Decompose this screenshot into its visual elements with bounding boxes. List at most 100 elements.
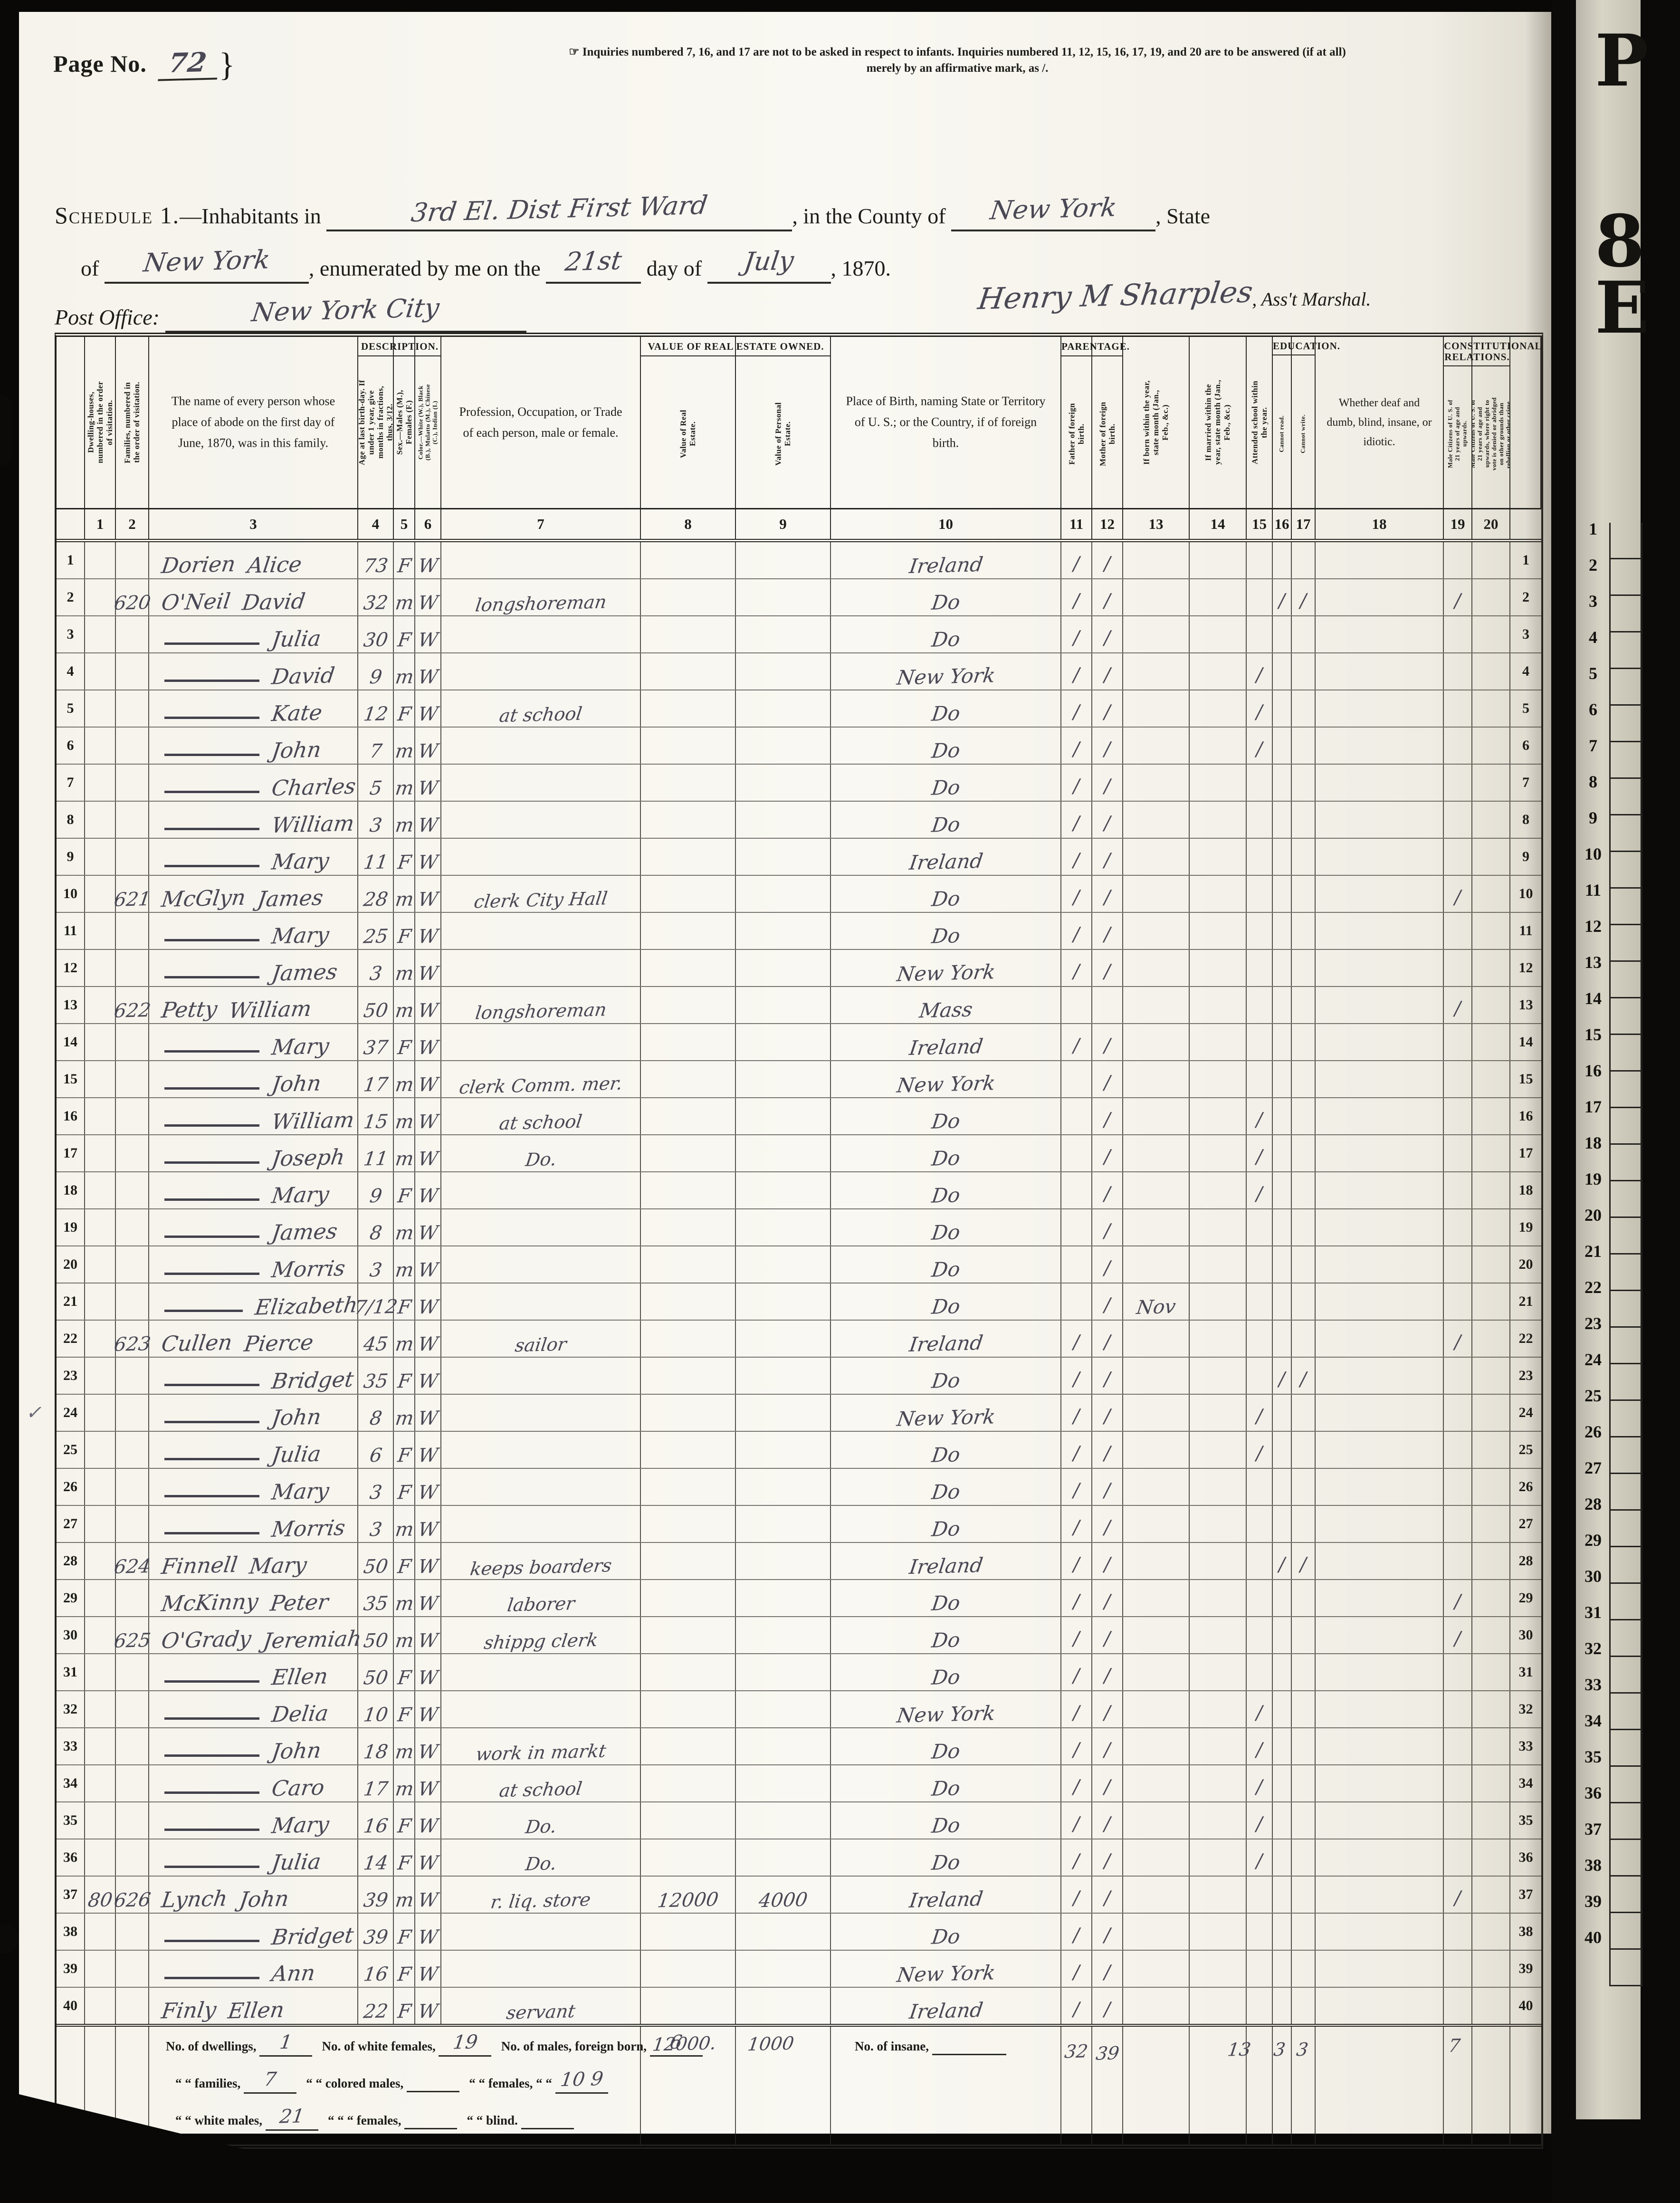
birthplace: Do bbox=[930, 1294, 962, 1319]
citizen-mark: / bbox=[1454, 887, 1461, 909]
table-row: 27 Morris 3 m W Do / / 27 bbox=[57, 1506, 1541, 1543]
row-number-left: 27 bbox=[57, 1506, 85, 1542]
mother-foreign-mark: / bbox=[1104, 850, 1111, 872]
table-row: 20 Morris 3 m W Do / 20 bbox=[57, 1246, 1541, 1283]
row-number-right: 38 bbox=[1518, 1924, 1533, 1939]
deaf-dumb-blind bbox=[1379, 1094, 1380, 1097]
col5-header: Sex.—Males (M.), Females (F.) bbox=[394, 390, 413, 455]
color: W bbox=[417, 814, 439, 837]
deaf-dumb-blind bbox=[1379, 983, 1380, 986]
colnum-5: 5 bbox=[394, 509, 415, 539]
birthplace: Do bbox=[930, 776, 962, 800]
deaf-dumb-blind bbox=[1379, 835, 1380, 838]
adjacent-row-number: 34 bbox=[1585, 1711, 1602, 1730]
occupation: Do. bbox=[524, 1816, 558, 1838]
row-number-left: 39 bbox=[57, 1951, 85, 1987]
father-foreign-mark: / bbox=[1073, 1554, 1080, 1576]
age: 50 bbox=[362, 1555, 390, 1578]
family-number bbox=[132, 1836, 133, 1839]
row-number-right: 9 bbox=[1522, 849, 1529, 864]
adjacent-row-number: 4 bbox=[1589, 628, 1597, 647]
row-number-left: 29 bbox=[57, 1580, 85, 1616]
ditto-dash bbox=[164, 717, 259, 719]
table-row: 22 623 Cullen Pierce 45 m W sailor Irela… bbox=[57, 1321, 1541, 1358]
name-cell: Elizabeth bbox=[149, 1283, 359, 1320]
colnum-6: 6 bbox=[415, 509, 441, 539]
group-description: DESCRIPTION. bbox=[358, 341, 441, 356]
color: W bbox=[417, 962, 439, 985]
color: W bbox=[417, 1778, 439, 1801]
post-office-value: New York City bbox=[250, 292, 441, 328]
surname: McGlyn bbox=[160, 884, 248, 912]
birthplace: Ireland bbox=[907, 552, 984, 578]
table-row: 12 James 3 m W New York / / 12 bbox=[57, 950, 1541, 987]
family-number bbox=[132, 1317, 133, 1320]
females-foreign-label: “ “ females, “ “ bbox=[469, 2076, 552, 2090]
color: W bbox=[417, 555, 439, 577]
mother-foreign-mark: / bbox=[1104, 1035, 1111, 1057]
name-cell: O'Neil David bbox=[149, 579, 358, 615]
ditto-dash bbox=[164, 642, 259, 645]
father-foreign-mark: / bbox=[1073, 1406, 1080, 1427]
table-row: 1 Dorien Alice 73 F W Ireland / / 1 bbox=[57, 542, 1541, 579]
name-cell: John bbox=[149, 1061, 358, 1097]
birthplace: Do bbox=[930, 887, 962, 911]
deaf-dumb-blind bbox=[1379, 1873, 1380, 1876]
males-foreign-label: No. of males, foreign born, bbox=[501, 2039, 647, 2053]
age: 28 bbox=[362, 888, 390, 911]
sex: m bbox=[393, 1148, 415, 1170]
birthplace: Ireland bbox=[907, 849, 984, 875]
father-foreign-mark: / bbox=[1073, 1665, 1080, 1687]
ditto-dash bbox=[164, 1717, 259, 1720]
table-row: 19 James 8 m W Do / 19 bbox=[57, 1209, 1541, 1246]
given-name: Alice bbox=[246, 551, 303, 578]
attended-school-mark: / bbox=[1256, 1146, 1263, 1168]
col12-header: Mother of foreign birth. bbox=[1098, 402, 1117, 466]
row-number-right: 26 bbox=[1518, 1479, 1533, 1494]
deaf-dumb-blind bbox=[1379, 1502, 1380, 1505]
row-number-left: 36 bbox=[57, 1839, 85, 1876]
table-row: 10 621 McGlyn James 28 m W clerk City Ha… bbox=[57, 876, 1541, 913]
given-name: William bbox=[270, 1107, 356, 1135]
adjacent-row-number: 5 bbox=[1589, 664, 1597, 683]
family-number bbox=[132, 1539, 133, 1542]
given-name: William bbox=[228, 996, 314, 1024]
color: W bbox=[417, 1444, 439, 1467]
occupation: r. liq. store bbox=[489, 1889, 592, 1913]
deaf-dumb-blind bbox=[1379, 687, 1380, 690]
color: W bbox=[417, 925, 439, 948]
brace: } bbox=[219, 47, 236, 83]
col13-header: If born within the year, state month (Ja… bbox=[1142, 380, 1170, 465]
color: W bbox=[417, 1407, 439, 1430]
row-number-left: 6 bbox=[57, 728, 85, 764]
row-number-right: 32 bbox=[1518, 1701, 1533, 1717]
dwellings-total: 1 bbox=[278, 2031, 294, 2054]
birthplace: New York bbox=[895, 1071, 997, 1097]
family-number bbox=[132, 983, 133, 986]
scan-blot bbox=[0, 394, 12, 466]
row-number-left: 22 bbox=[57, 1321, 85, 1357]
row-number-right: 40 bbox=[1518, 1998, 1533, 2013]
birthplace: Do bbox=[930, 1146, 962, 1170]
row-number-left: 23 bbox=[57, 1358, 85, 1394]
father-foreign-mark: / bbox=[1073, 813, 1080, 834]
row-number-left: 31 bbox=[57, 1654, 85, 1690]
margin-check-mark: ✓ bbox=[26, 1402, 42, 1424]
occupation: longshoreman bbox=[474, 999, 608, 1024]
sex: F bbox=[396, 1185, 412, 1207]
district-blank: 3rd El. Dist First Ward bbox=[326, 190, 792, 231]
deaf-dumb-blind bbox=[1379, 1613, 1380, 1616]
color: W bbox=[417, 1333, 439, 1356]
day-value: 21st bbox=[563, 245, 624, 277]
occupation: servant bbox=[505, 2001, 577, 2023]
attended-school-mark: / bbox=[1256, 1850, 1263, 1872]
white-females-label: No. of white females, bbox=[322, 2039, 436, 2053]
deaf-dumb-blind bbox=[1379, 1836, 1380, 1839]
colnum-11: 11 bbox=[1061, 509, 1092, 539]
adjacent-row-number: 37 bbox=[1585, 1820, 1602, 1839]
given-name: Mary bbox=[270, 1181, 331, 1208]
row-number-left: 7 bbox=[57, 765, 85, 801]
marshal-name: Henry M Sharples bbox=[976, 274, 1255, 316]
row-number-right: 34 bbox=[1518, 1775, 1533, 1791]
age: 3 bbox=[368, 1518, 383, 1541]
